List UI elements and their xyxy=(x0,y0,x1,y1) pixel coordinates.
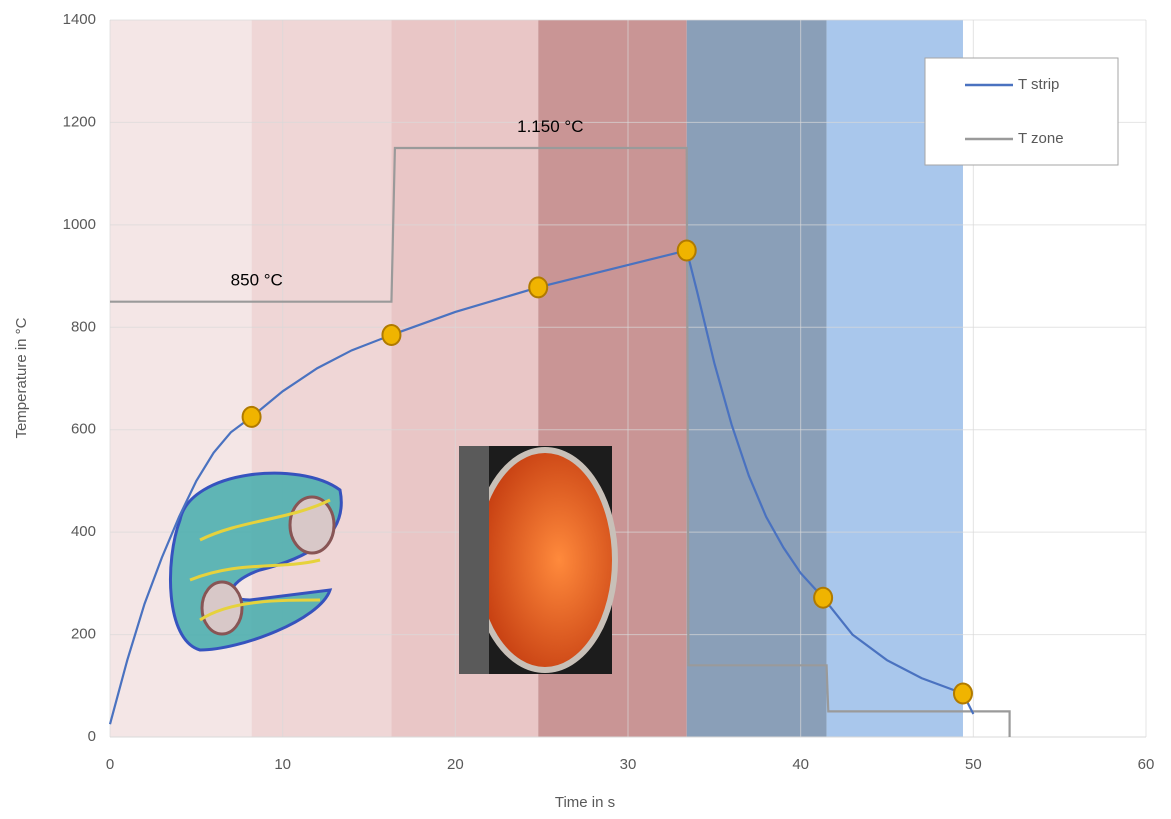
y-tick-label: 1400 xyxy=(63,11,96,28)
point-marker xyxy=(954,683,972,703)
furnace-door xyxy=(459,446,489,674)
y-tick-label: 600 xyxy=(71,421,96,438)
chart: 0 200 400 600 800 1000 1200 1400 0 10 20 30 40 50 60 8… xyxy=(0,0,1171,814)
point-marker xyxy=(814,588,832,608)
y-tick-label: 200 xyxy=(71,626,96,643)
legend-label: T strip xyxy=(1018,76,1059,93)
cfd-roll xyxy=(290,497,334,553)
annotation: 850 °C xyxy=(231,271,283,290)
x-tick-label: 20 xyxy=(447,756,464,773)
y-tick-label: 1200 xyxy=(63,113,96,130)
x-tick-label: 60 xyxy=(1138,756,1155,773)
x-tick-label: 0 xyxy=(106,756,114,773)
y-tick-label: 800 xyxy=(71,318,96,335)
legend-box xyxy=(925,58,1118,165)
x-tick-label: 50 xyxy=(965,756,982,773)
phase-band xyxy=(687,20,827,737)
x-axis-label: Time in s xyxy=(555,794,615,811)
point-marker xyxy=(678,240,696,260)
cfd-roll xyxy=(202,582,242,634)
legend-label: T zone xyxy=(1018,130,1064,147)
y-tick-label: 400 xyxy=(71,523,96,540)
furnace-interior xyxy=(475,450,615,670)
annotation: 1.150 °C xyxy=(517,117,583,136)
point-marker xyxy=(529,277,547,297)
point-marker xyxy=(243,407,261,427)
point-marker xyxy=(382,325,400,345)
y-tick-label: 1000 xyxy=(63,216,96,233)
y-axis-label: Temperature in °C xyxy=(13,317,30,438)
furnace-image xyxy=(459,446,615,674)
x-tick-label: 30 xyxy=(620,756,637,773)
x-tick-label: 40 xyxy=(792,756,809,773)
y-tick-label: 0 xyxy=(88,728,96,745)
x-tick-label: 10 xyxy=(274,756,291,773)
